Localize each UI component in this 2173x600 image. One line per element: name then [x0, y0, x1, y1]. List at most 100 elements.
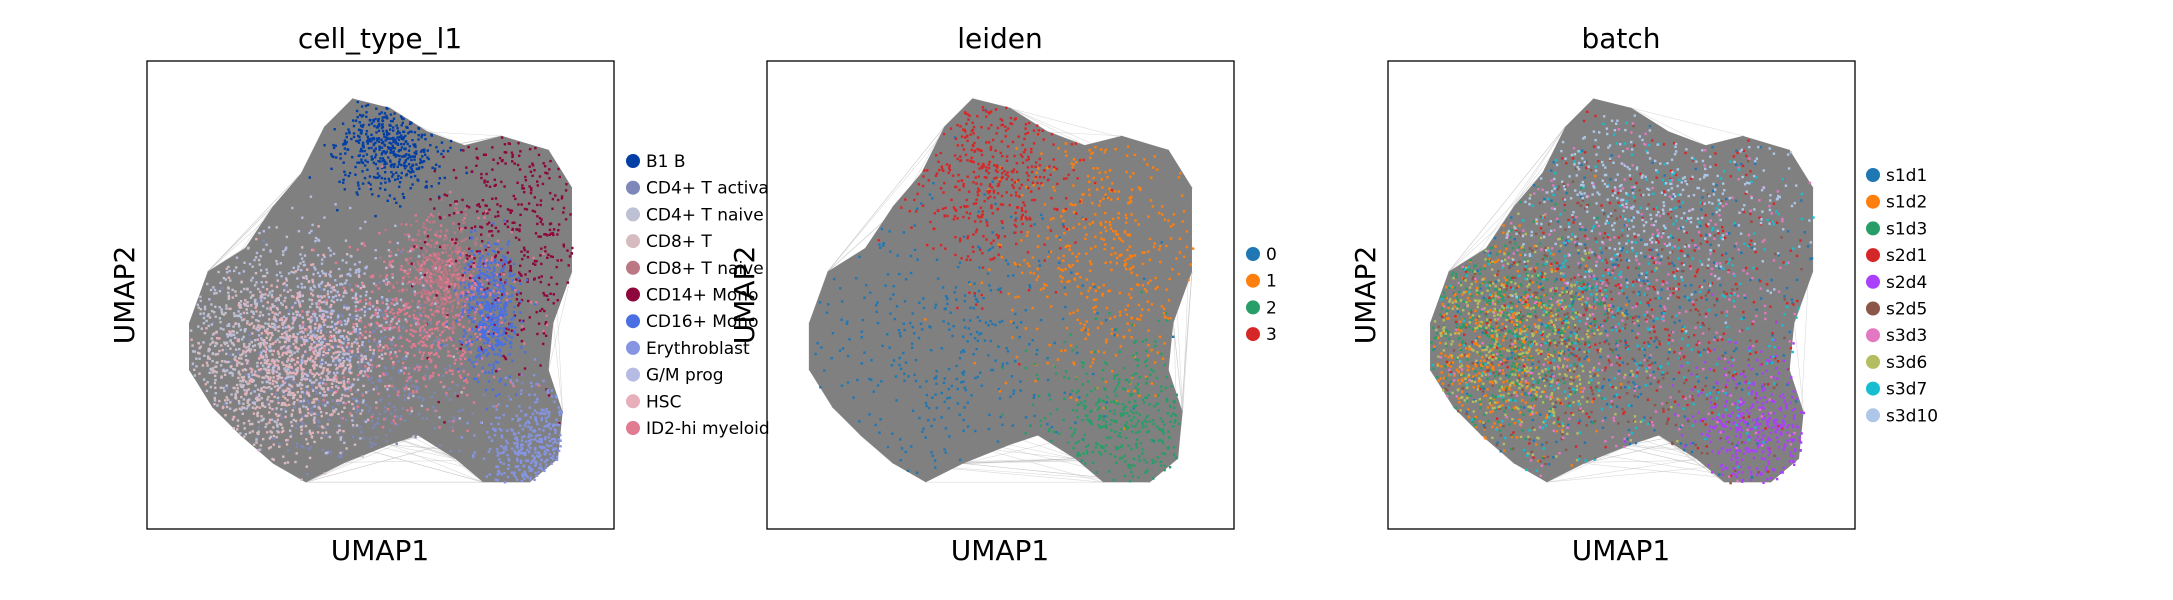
cell-point [463, 310, 467, 313]
cell-point [378, 112, 381, 116]
cell-point [514, 475, 517, 479]
cell-point [552, 233, 555, 236]
cell-point [523, 477, 526, 481]
cell-point [305, 465, 308, 468]
cell-point [377, 345, 381, 348]
cell-point [295, 368, 298, 371]
cell-point [484, 245, 487, 248]
cell-point [467, 283, 471, 286]
cell-point [236, 419, 240, 422]
cell-point [310, 229, 313, 233]
cell-point [269, 430, 272, 433]
cell-point [523, 207, 527, 211]
cell-point [481, 366, 484, 370]
cell-point [306, 313, 309, 317]
cell-point [283, 367, 286, 370]
cell-point [321, 270, 324, 273]
cell-point [388, 254, 391, 258]
cell-point [454, 200, 457, 203]
cell-point [259, 311, 262, 314]
cell-point [303, 263, 306, 267]
cell-point [358, 138, 362, 142]
cell-point [289, 327, 293, 330]
cell-point [423, 306, 426, 310]
cell-point [282, 315, 286, 318]
cell-point [544, 321, 548, 324]
cell-point [353, 341, 356, 344]
cell-point [335, 156, 338, 159]
cell-point [413, 174, 417, 178]
cell-point [252, 443, 256, 446]
cell-point [254, 407, 257, 410]
cell-point [350, 351, 354, 354]
cell-point [497, 340, 501, 343]
cell-point [300, 282, 303, 286]
cell-point [558, 223, 561, 226]
cell-point [450, 326, 453, 329]
cell-point [540, 247, 543, 250]
cell-point [243, 261, 246, 264]
cell-point [238, 306, 242, 309]
cell-point [355, 407, 358, 410]
cell-point [253, 344, 257, 347]
cell-point [467, 315, 470, 319]
cell-point [347, 378, 350, 381]
cell-point [223, 360, 227, 363]
cell-point [230, 393, 233, 396]
cell-point [505, 292, 509, 295]
cell-point [486, 270, 489, 273]
cell-point [524, 472, 527, 476]
cell-point [363, 176, 367, 180]
cell-point [392, 419, 395, 422]
cell-point [345, 261, 348, 264]
cell-point [501, 309, 504, 313]
cell-point [324, 361, 327, 364]
cell-point [363, 285, 366, 288]
cell-point [240, 395, 243, 399]
cell-point [509, 323, 512, 326]
cell-point [225, 369, 229, 372]
cell-point [394, 224, 397, 227]
cell-point [413, 155, 416, 158]
cell-point [458, 227, 462, 230]
cell-point [342, 348, 345, 352]
cell-point [484, 371, 487, 374]
cell-point [326, 315, 330, 319]
cell-point [520, 325, 524, 328]
cell-point [508, 375, 512, 378]
cell-point [429, 319, 432, 322]
cell-point [439, 217, 442, 220]
cell-point [362, 154, 365, 158]
cell-point [251, 422, 254, 426]
cell-point [355, 268, 358, 272]
cell-point [378, 160, 382, 163]
cell-point [512, 288, 515, 292]
cell-point [420, 404, 424, 408]
cell-point [504, 151, 508, 154]
cell-point [354, 305, 358, 308]
cell-point [502, 413, 505, 417]
cell-point [438, 263, 442, 267]
cell-point [276, 418, 279, 422]
cell-point [288, 345, 291, 348]
cell-point [202, 322, 206, 325]
cell-point [396, 143, 400, 146]
cell-point [501, 262, 504, 265]
cell-point [357, 356, 361, 360]
cell-point [280, 275, 283, 278]
cell-point [503, 287, 506, 291]
cell-point [524, 452, 527, 455]
cell-point [422, 310, 425, 313]
cell-point [468, 255, 471, 258]
cell-point [376, 322, 380, 326]
cell-point [440, 343, 443, 347]
cell-point [421, 149, 425, 152]
cell-point [508, 295, 511, 299]
cell-point [359, 431, 363, 434]
cell-point [456, 300, 460, 303]
cell-point [409, 187, 412, 190]
cell-point [344, 357, 347, 360]
cell-point [331, 389, 334, 392]
cell-point [449, 139, 453, 143]
cell-point [256, 399, 259, 402]
